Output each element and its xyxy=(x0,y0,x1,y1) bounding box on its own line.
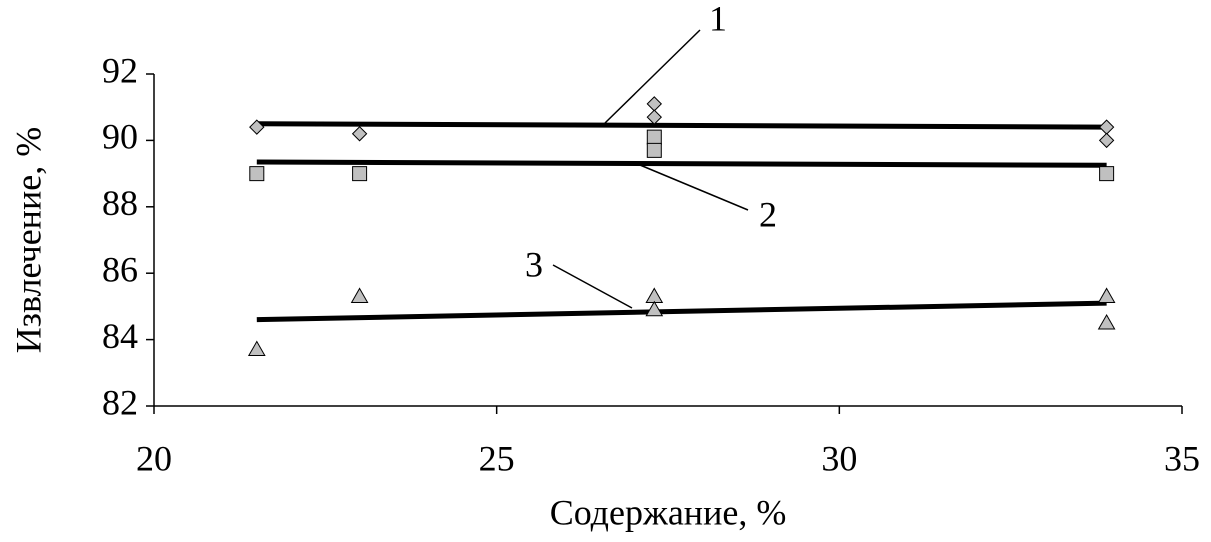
y-tick-label: 88 xyxy=(102,183,138,223)
x-axis-label: Содержание, % xyxy=(550,492,787,532)
trend-line xyxy=(256,300,1107,323)
point xyxy=(352,166,368,182)
y-tick-label: 82 xyxy=(102,382,138,422)
point xyxy=(645,287,664,303)
point xyxy=(1097,313,1116,330)
series-label: 1 xyxy=(709,0,727,38)
trend-line xyxy=(256,121,1107,130)
series-label: 3 xyxy=(525,244,543,284)
point xyxy=(646,109,663,125)
y-tick-label: 90 xyxy=(102,117,138,157)
x-tick-label: 35 xyxy=(1164,438,1200,478)
y-tick-label: 86 xyxy=(102,249,138,289)
x-tick-label: 30 xyxy=(821,438,857,478)
point xyxy=(247,340,266,357)
trend-line xyxy=(256,159,1107,168)
y-axis-label: Извлечение, % xyxy=(8,127,48,353)
x-tick-label: 20 xyxy=(136,438,172,478)
point xyxy=(1099,166,1115,182)
point xyxy=(249,119,265,135)
point xyxy=(646,96,663,112)
leader-line xyxy=(639,164,749,211)
point xyxy=(1098,132,1115,149)
leader-line xyxy=(604,29,701,124)
point xyxy=(645,300,664,317)
point xyxy=(646,142,662,158)
point xyxy=(249,166,265,182)
series-label: 2 xyxy=(759,194,777,234)
x-tick-label: 25 xyxy=(479,438,515,478)
y-tick-label: 92 xyxy=(102,50,138,90)
point xyxy=(1098,119,1115,135)
point xyxy=(351,126,368,142)
leader-line xyxy=(552,264,633,309)
point xyxy=(646,129,662,145)
point xyxy=(350,287,369,303)
point xyxy=(1097,287,1116,303)
y-tick-label: 84 xyxy=(102,316,138,356)
